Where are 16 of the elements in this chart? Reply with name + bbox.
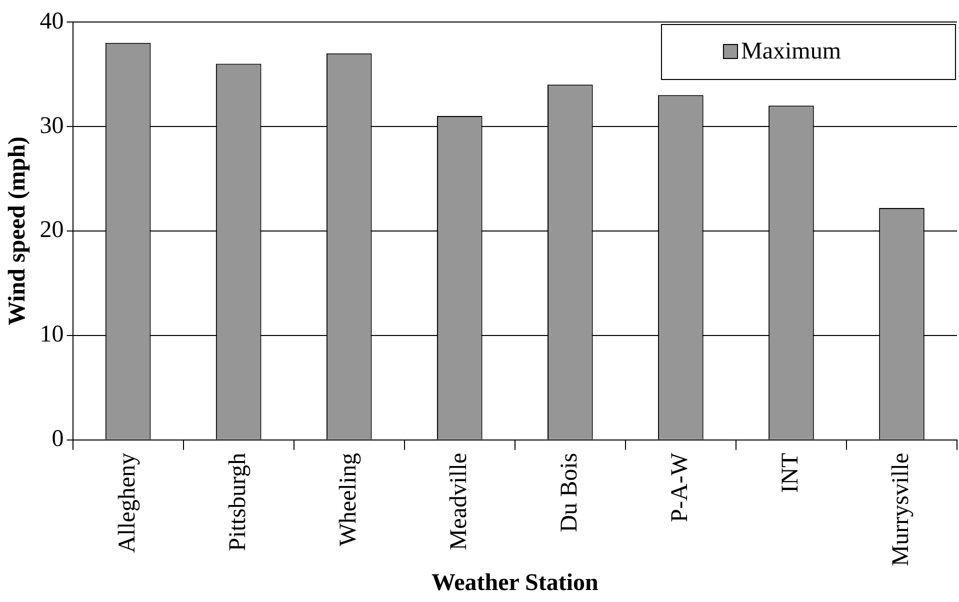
x-tick-label: INT xyxy=(778,452,804,493)
x-tick-label: Meadville xyxy=(446,452,472,550)
x-tick-label: P-A-W xyxy=(666,452,693,522)
x-axis-title: Weather Station xyxy=(431,570,598,596)
x-tick-label: Wheeling xyxy=(335,452,362,546)
x-tick-label: Du Bois xyxy=(556,452,582,532)
x-tick-label: Allegheny xyxy=(114,452,140,553)
legend-label: Maximum xyxy=(741,38,842,64)
y-axis-title: Wind speed (mph) xyxy=(4,136,31,326)
y-tick-label: 20 xyxy=(40,217,64,244)
y-tick-label: 0 xyxy=(52,426,64,452)
x-tick-label: Murrysville xyxy=(888,452,914,566)
x-tick-label: Pittsburgh xyxy=(224,452,251,552)
y-tick-label: 30 xyxy=(40,112,64,139)
y-tick-label: 10 xyxy=(40,322,64,348)
y-tick-label: 40 xyxy=(40,8,64,34)
